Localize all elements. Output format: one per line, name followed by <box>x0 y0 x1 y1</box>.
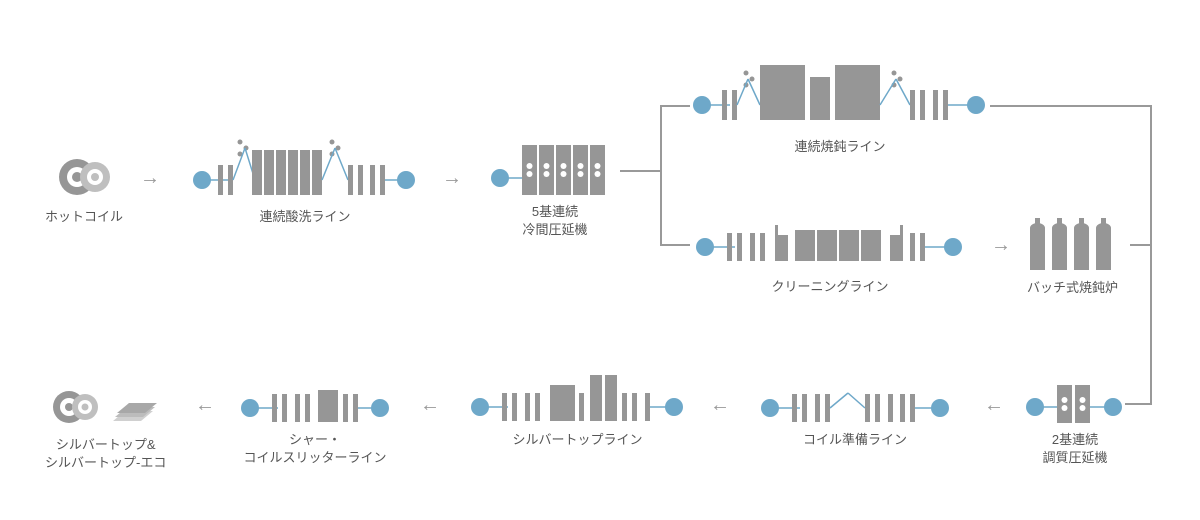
pickling-icon <box>190 130 420 200</box>
stage-hot-coil: ホットコイル <box>45 155 123 226</box>
cleaning-label: クリーニングライン <box>771 278 888 296</box>
stage-annealing: 連続焼鈍ライン <box>690 65 990 156</box>
conn-right-v1 <box>1150 105 1152 245</box>
coil-prep-icon <box>760 390 950 425</box>
annealing-icon <box>690 65 990 130</box>
arrow-4: ← <box>984 395 1004 415</box>
stage-cleaning: クリーニングライン <box>695 225 965 296</box>
conn-branch-bot <box>660 244 690 246</box>
product-label: シルバートップ& シルバートップ-エコ <box>45 436 166 472</box>
arrow-7: ← <box>195 395 215 415</box>
slitter-label: シャー・ コイルスリッターライン <box>243 431 386 467</box>
cold-mill-icon <box>490 140 620 195</box>
cleaning-icon <box>695 225 965 270</box>
skin-pass-label: 2基連続 調質圧延機 <box>1042 431 1107 467</box>
stage-pickling: 連続酸洗ライン <box>190 130 420 226</box>
hot-coil-icon <box>57 155 112 200</box>
conn-right-merge <box>1130 244 1152 246</box>
hot-coil-label: ホットコイル <box>45 208 123 226</box>
conn-into-skinpass <box>1125 403 1152 405</box>
stage-coil-prep: コイル準備ライン <box>760 390 950 449</box>
stage-batch-furnace: バッチ式焼鈍炉 <box>1025 218 1120 297</box>
slitter-icon <box>240 390 390 425</box>
annealing-label: 連続焼鈍ライン <box>794 138 885 156</box>
stage-product: シルバートップ& シルバートップ-エコ <box>45 385 166 472</box>
arrow-3: → <box>991 235 1011 255</box>
conn-top-right <box>990 105 1150 107</box>
silver-top-line-icon <box>470 375 685 425</box>
arrow-5: ← <box>710 395 730 415</box>
conn-branch-h1 <box>620 170 660 172</box>
conn-right-v2 <box>1150 244 1152 404</box>
stage-slitter: シャー・ コイルスリッターライン <box>240 390 390 467</box>
silver-top-line-label: シルバートップライン <box>512 431 642 449</box>
conn-branch-v <box>660 105 662 245</box>
arrow-1: → <box>140 168 160 188</box>
stage-skin-pass: 2基連続 調質圧延機 <box>1025 385 1125 467</box>
skin-pass-icon <box>1025 385 1125 425</box>
conn-branch-top <box>660 105 690 107</box>
product-icon <box>51 385 161 430</box>
batch-furnace-icon <box>1025 218 1120 273</box>
cold-mill-label: 5基連続 冷間圧延機 <box>522 203 587 239</box>
stage-cold-mill: 5基連続 冷間圧延機 <box>490 140 620 239</box>
stage-silver-top-line: シルバートップライン <box>470 375 685 449</box>
batch-furnace-label: バッチ式焼鈍炉 <box>1027 279 1118 297</box>
arrow-6: ← <box>420 395 440 415</box>
coil-prep-label: コイル準備ライン <box>803 431 907 449</box>
pickling-label: 連続酸洗ライン <box>259 208 350 226</box>
arrow-2: → <box>442 168 462 188</box>
